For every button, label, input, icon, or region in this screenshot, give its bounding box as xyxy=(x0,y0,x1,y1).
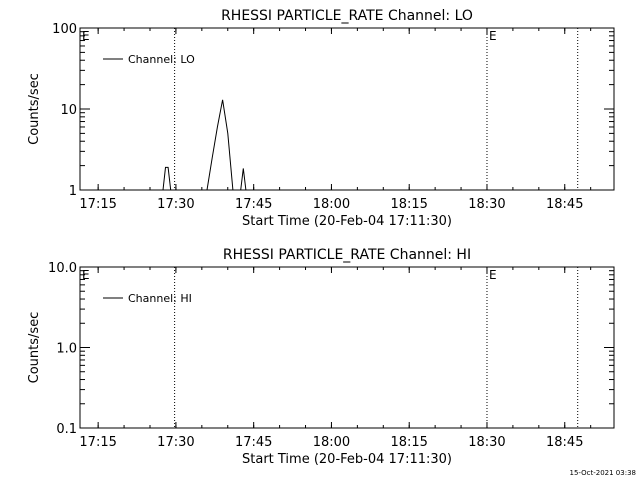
y-tick-label: 1 xyxy=(69,184,77,199)
x-tick-label: 18:45 xyxy=(546,197,583,212)
x-tick-label: 18:15 xyxy=(390,435,427,450)
y-axis-label: Counts/sec xyxy=(27,73,42,145)
x-tick-label: 18:00 xyxy=(313,197,350,212)
x-tick-label: 18:00 xyxy=(313,435,350,450)
footer-timestamp: 15-Oct-2021 03:38 xyxy=(570,469,636,477)
y-tick-label: 0.1 xyxy=(56,422,77,437)
chart-panel-2: RHESSI PARTICLE_RATE Channel: HI 17:15 17:… xyxy=(27,247,615,467)
x-tick-label: 18:45 xyxy=(546,435,583,450)
event-marker-label: E xyxy=(489,268,497,282)
legend-label: Channel: LO xyxy=(128,53,195,66)
series-line-channel-lo xyxy=(80,99,303,190)
x-tick-label: 18:30 xyxy=(468,435,505,450)
x-tick-label: 17:45 xyxy=(235,197,272,212)
x-tick-label: 17:30 xyxy=(157,435,194,450)
y-tick-label: 10.0 xyxy=(48,261,77,276)
x-tick-label: 17:30 xyxy=(157,197,194,212)
x-axis-label: Start Time (20-Feb-04 17:11:30) xyxy=(242,214,452,229)
x-tick-label: 17:15 xyxy=(79,197,116,212)
chart-title: RHESSI PARTICLE_RATE Channel: HI xyxy=(223,247,471,263)
event-marker-label: E xyxy=(489,29,497,43)
legend-label: Channel: HI xyxy=(128,292,192,305)
x-tick-label: 18:15 xyxy=(390,197,427,212)
y-tick-label: 1.0 xyxy=(56,342,77,357)
y-tick-label: 100 xyxy=(52,22,77,37)
event-marker-label: E xyxy=(82,268,90,282)
y-tick-label: 10 xyxy=(60,103,77,118)
chart-title: RHESSI PARTICLE_RATE Channel: LO xyxy=(221,8,473,24)
x-tick-label: 17:15 xyxy=(79,435,116,450)
event-marker-label: E xyxy=(82,29,90,43)
chart-panel-1: RHESSI PARTICLE_RATE Channel: LO 17:15 17:… xyxy=(27,8,615,229)
x-tick-label: 17:45 xyxy=(235,435,272,450)
y-axis-label: Counts/sec xyxy=(27,312,42,384)
x-tick-label: 18:30 xyxy=(468,197,505,212)
x-axis-label: Start Time (20-Feb-04 17:11:30) xyxy=(242,452,452,467)
